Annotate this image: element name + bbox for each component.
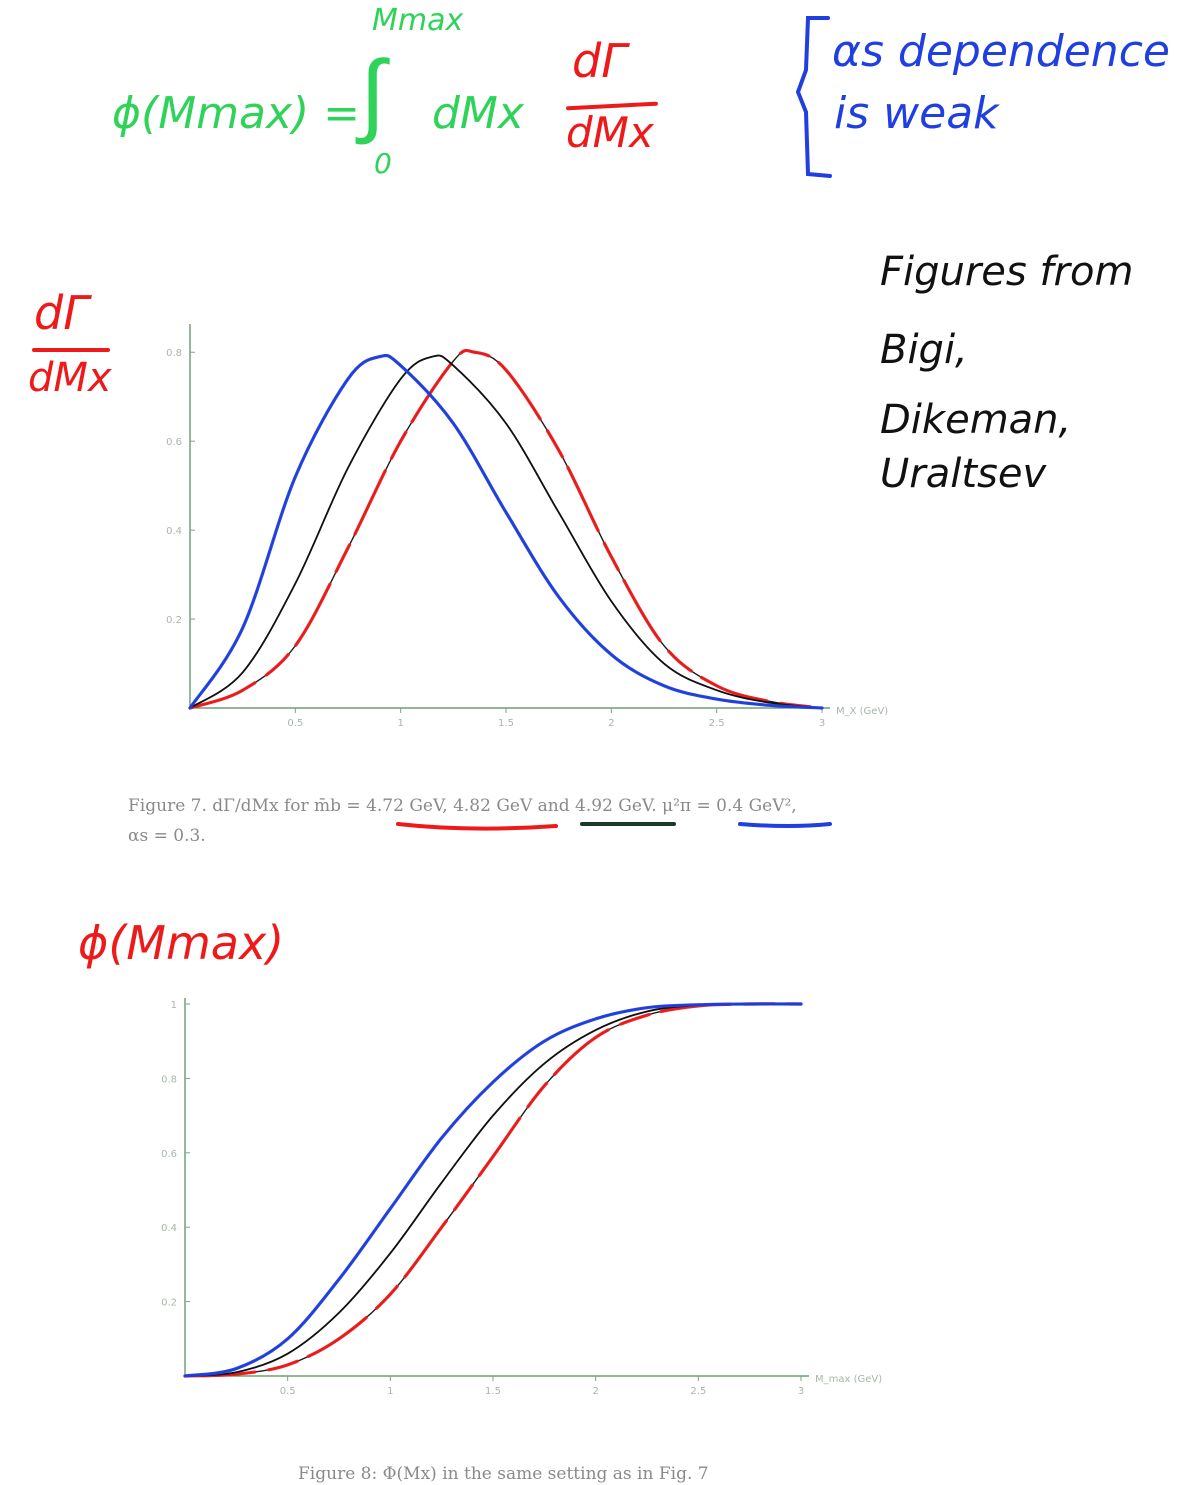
fig8-chart: 0.5 1 1.5 2 2.5 3 0.2 0.4 0.6 0.8 1 M_max (GeV)	[161, 998, 882, 1397]
fig8-series-line-base	[184, 1003, 802, 1377]
fig7-series-line-base	[189, 354, 823, 709]
alpha-note-line2: is weak	[834, 88, 999, 139]
formula-left-side: ϕ(Mmax) =	[112, 88, 361, 139]
fig7-series-line-base	[189, 349, 823, 709]
fig8-series-line-2	[183, 1002, 803, 1378]
underline-blue	[738, 822, 832, 828]
fig8-series-line-base	[184, 1003, 802, 1377]
fig7-series-line-base	[189, 354, 823, 709]
fig7-x-tick-label: 3	[819, 718, 825, 729]
fig7-y-tick-label: 0.2	[166, 615, 182, 626]
integral-lower-limit: 0	[374, 147, 392, 180]
fig8-y-tick-label: 1	[171, 1000, 177, 1011]
fig7-ylabel-bar	[32, 348, 110, 352]
integral-upper-limit: Mmax	[372, 3, 464, 38]
source-note-line4: Uraltsev	[880, 451, 1047, 497]
fig7-y-tick-label: 0.8	[166, 348, 182, 359]
fraction-denominator: dMx	[566, 108, 654, 157]
fig8-x-axis-label: M_max (GeV)	[815, 1374, 882, 1385]
fig8-x-tick-label: 2.5	[690, 1386, 706, 1397]
fig8-y-tick-label: 0.4	[161, 1223, 177, 1234]
fig7-x-tick-label: 1.5	[498, 718, 514, 729]
fig7-series-line-0	[188, 348, 824, 710]
fig8-x-tick-label: 0.5	[280, 1386, 296, 1397]
underline-red	[396, 822, 558, 831]
fig7-x-tick-label: 2.5	[709, 718, 725, 729]
fig7-x-tick-label: 0.5	[287, 718, 303, 729]
fig7-x-tick-label: 1	[397, 718, 403, 729]
alpha-note-line1: αs dependence	[832, 26, 1170, 77]
integral-sign: ∫	[360, 40, 386, 147]
fig8-series-line-1	[184, 1003, 802, 1377]
fig8-y-tick-label: 0.6	[161, 1149, 177, 1160]
fig8-x-tick-label: 3	[798, 1386, 804, 1397]
fig7-series-line-2	[188, 353, 824, 710]
fig8-x-tick-label: 1.5	[485, 1386, 501, 1397]
fig8-y-tick-label: 0.8	[161, 1074, 177, 1085]
fig7-series-line-1	[189, 354, 823, 709]
fraction-numerator: dΓ	[572, 34, 627, 88]
fig7-ylabel-denominator: dMx	[28, 355, 112, 401]
fig7-y-tick-label: 0.6	[166, 437, 182, 448]
blue-brace	[795, 16, 832, 178]
fig8-x-tick-label: 2	[592, 1386, 598, 1397]
source-note-line3: Dikeman,	[880, 397, 1072, 443]
source-note-line1: Figures from	[880, 249, 1134, 295]
fig7-caption-line1: Figure 7. dΓ/dMx for m̄b = 4.72 GeV, 4.8…	[128, 796, 797, 816]
fig8-x-tick-label: 1	[387, 1386, 393, 1397]
fig8-series-line-0	[183, 1002, 803, 1378]
fig8-caption: Figure 8: Φ(Mx) in the same setting as i…	[298, 1464, 709, 1484]
integral-differential: dMx	[432, 88, 524, 139]
fig7-x-axis-label: M_X (GeV)	[836, 706, 888, 717]
fig7-chart: 0.5 1 1.5 2 2.5 3 0.2 0.4 0.6 0.8 M_X (GeV)	[166, 324, 888, 729]
fig7-x-tick-label: 2	[608, 718, 614, 729]
fig8-y-tick-label: 0.2	[161, 1298, 177, 1309]
fig7-caption-line2: αs = 0.3.	[128, 826, 206, 846]
fig7-y-tick-label: 0.4	[166, 526, 182, 537]
source-note-line2: Bigi,	[880, 327, 968, 373]
fig8-ylabel: ϕ(Mmax)	[78, 916, 285, 970]
fig8-series-line-base	[184, 1003, 802, 1377]
fig7-ylabel-numerator: dΓ	[34, 286, 89, 340]
